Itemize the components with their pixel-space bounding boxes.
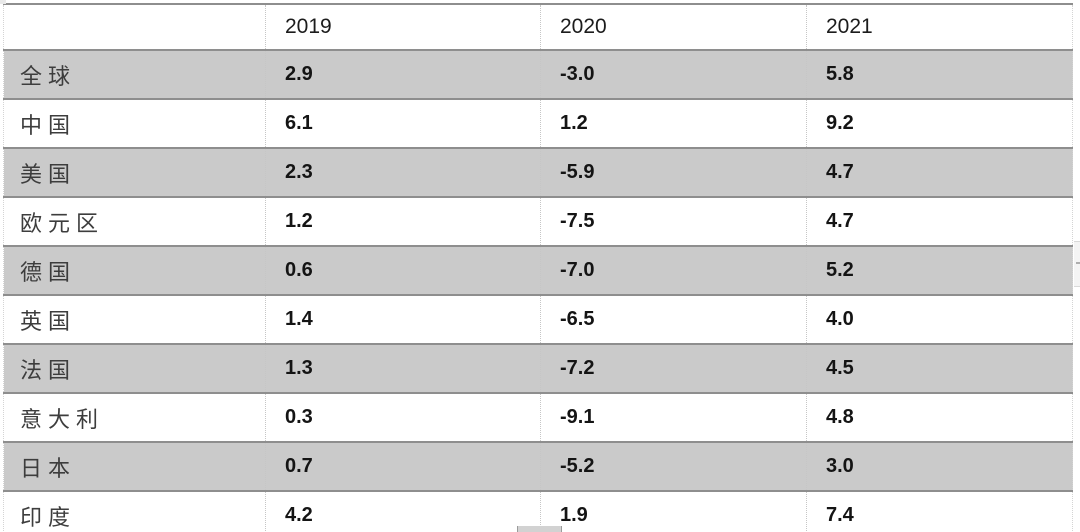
value-cell-2020: -7.2 — [540, 344, 807, 394]
table-row: 德国 0.6 -7.0 5.2 — [3, 246, 1073, 296]
table-header: 2019 2020 2021 — [3, 3, 1073, 51]
table-row: 全球 2.9 -3.0 5.8 — [3, 50, 1073, 100]
table-row: 中国 6.1 1.2 9.2 — [3, 99, 1073, 149]
value-cell-2019: 0.3 — [265, 393, 541, 443]
value-cell-2019: 0.7 — [265, 442, 541, 492]
value-cell-2019: 1.4 — [265, 295, 541, 345]
table-row: 意大利 0.3 -9.1 4.8 — [3, 393, 1073, 443]
value-cell-2021: 3.0 — [806, 442, 1073, 492]
value-cell-2020: 1.2 — [540, 99, 807, 149]
value-cell-2020: -6.5 — [540, 295, 807, 345]
column-header-2019: 2019 — [265, 3, 541, 51]
column-header-blank — [3, 3, 266, 51]
table-body: 全球 2.9 -3.0 5.8 中国 6.1 1.2 9.2 美国 2.3 -5.9 4.7 欧元区 1.… — [3, 50, 1073, 532]
row-label: 印度 — [3, 491, 266, 532]
value-cell-2020: 1.9 — [540, 491, 807, 532]
row-label: 全球 — [3, 50, 266, 100]
table-row: 欧元区 1.2 -7.5 4.7 — [3, 197, 1073, 247]
value-cell-2020: -3.0 — [540, 50, 807, 100]
value-cell-2021: 4.5 — [806, 344, 1073, 394]
column-header-2020: 2020 — [540, 3, 807, 51]
value-cell-2020: -7.0 — [540, 246, 807, 296]
column-header-2021: 2021 — [806, 3, 1073, 51]
row-label: 日本 — [3, 442, 266, 492]
value-cell-2021: 4.8 — [806, 393, 1073, 443]
row-label: 法国 — [3, 344, 266, 394]
value-cell-2020: -5.2 — [540, 442, 807, 492]
value-cell-2019: 2.3 — [265, 148, 541, 198]
gdp-growth-table: 2019 2020 2021 全球 2.9 -3.0 5.8 中国 6.1 1.2 9.2 美国 2.… — [3, 3, 1073, 532]
header-row: 2019 2020 2021 — [3, 3, 1073, 51]
table-row: 英国 1.4 -6.5 4.0 — [3, 295, 1073, 345]
value-cell-2020: -9.1 — [540, 393, 807, 443]
value-cell-2019: 1.2 — [265, 197, 541, 247]
value-cell-2021: 4.7 — [806, 148, 1073, 198]
value-cell-2021: 7.4 — [806, 491, 1073, 532]
value-cell-2019: 1.3 — [265, 344, 541, 394]
table-row: 日本 0.7 -5.2 3.0 — [3, 442, 1073, 492]
crop-artifact-bottom-cell — [517, 526, 562, 532]
value-cell-2021: 5.2 — [806, 246, 1073, 296]
value-cell-2021: 5.8 — [806, 50, 1073, 100]
row-label: 意大利 — [3, 393, 266, 443]
value-cell-2019: 0.6 — [265, 246, 541, 296]
crop-artifact-right-cell — [1074, 241, 1080, 287]
crop-artifact-top-left — [0, 0, 6, 4]
value-cell-2021: 4.0 — [806, 295, 1073, 345]
row-label: 中国 — [3, 99, 266, 149]
value-cell-2020: -7.5 — [540, 197, 807, 247]
value-cell-2021: 9.2 — [806, 99, 1073, 149]
value-cell-2020: -5.9 — [540, 148, 807, 198]
row-label: 美国 — [3, 148, 266, 198]
value-cell-2019: 6.1 — [265, 99, 541, 149]
value-cell-2019: 2.9 — [265, 50, 541, 100]
table-row: 法国 1.3 -7.2 4.5 — [3, 344, 1073, 394]
table-row: 印度 4.2 1.9 7.4 — [3, 491, 1073, 532]
table-row: 美国 2.3 -5.9 4.7 — [3, 148, 1073, 198]
row-label: 欧元区 — [3, 197, 266, 247]
value-cell-2019: 4.2 — [265, 491, 541, 532]
row-label: 德国 — [3, 246, 266, 296]
value-cell-2021: 4.7 — [806, 197, 1073, 247]
row-label: 英国 — [3, 295, 266, 345]
crop-artifact-right-dash — [1076, 262, 1080, 264]
